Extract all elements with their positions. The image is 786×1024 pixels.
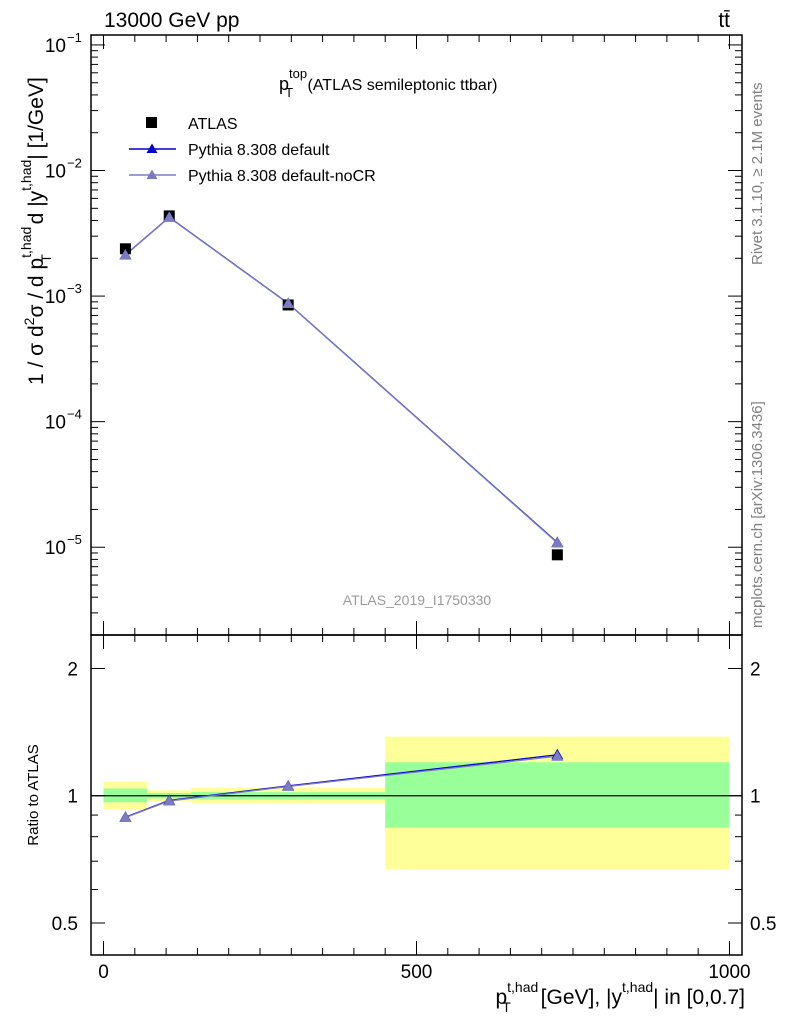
legend-marker-default [146, 143, 158, 153]
data-point-atlas [551, 549, 563, 561]
data-point-2 [119, 249, 132, 260]
y-tick-label: 10 [45, 287, 66, 308]
main-panel: 10−510−410−310−210−1 ptop T (ATLAS semile… [18, 30, 743, 636]
ratio-y-axis-label: Ratio to ATLAS [25, 744, 42, 845]
main-title: ptop T (ATLAS semileptonic ttbar) [279, 66, 497, 100]
ratio-y-tick-label: 0.5 [52, 914, 78, 935]
ratio-series-line-1 [125, 755, 558, 819]
x-tick-label: 1000 [708, 962, 750, 983]
ratio-point-1 [119, 811, 132, 823]
ratio-point-1 [163, 794, 176, 806]
y-tick-exponent: −2 [67, 156, 82, 171]
band-green [385, 762, 730, 828]
ratio-point-1 [282, 780, 295, 791]
x-tick-label: 500 [401, 962, 433, 983]
xlabel-mid: [GeV], |y [535, 986, 623, 1009]
ratio-uncertainty-bands [103, 736, 730, 870]
x-tick-label: 0 [98, 962, 109, 983]
data-point-2 [282, 297, 295, 309]
ratio-point-1 [551, 750, 564, 761]
ylabel-sub-t: T [38, 254, 54, 263]
ratio-axis-ticks: 0.5 0.5 1 1 2 2 0 500 1000 [52, 635, 776, 983]
y-tick-label: 10 [45, 538, 66, 559]
ratio-data-marks [91, 748, 742, 823]
main-y-axis-label: 1 / σ d2σ / d pt,hadT d |yt,had| [1/GeV] [18, 77, 54, 385]
ratio-y-tick-label: 2 [67, 659, 78, 680]
legend-marker-atlas [146, 117, 157, 128]
y-tick-mantissa: 10 [45, 538, 66, 559]
title-rest: (ATLAS semileptonic ttbar) [303, 77, 497, 94]
data-point-atlas [119, 243, 131, 255]
legend-marker-nocr [146, 169, 158, 179]
ratio-y-tick-label: 1 [67, 787, 78, 808]
ratio-y-tick-label-right: 0.5 [750, 914, 776, 935]
y-tick-label: 10 [45, 162, 66, 183]
data-point-2 [163, 211, 176, 222]
main-axis-ticks: 10−510−410−310−210−1 [45, 30, 742, 636]
ratio-y-tick-label-right: 2 [750, 659, 761, 680]
ylabel-sup-2: 2 [21, 317, 37, 325]
y-tick-label: 10 [45, 36, 66, 57]
title-base: p [279, 74, 289, 94]
energy-label: 13000 GeV pp [104, 9, 239, 32]
xlabel-sup: t,had [507, 979, 538, 995]
xlabel-p: p [495, 986, 507, 1009]
rivet-label: Rivet 3.1.10, ≥ 2.1M events [749, 83, 766, 266]
title-sup: top [289, 66, 307, 81]
y-tick-mantissa: 10 [45, 413, 66, 434]
ylabel-part-b: σ / d p [25, 258, 48, 318]
ylabel-part-d: | [1/GeV] [25, 77, 48, 160]
ylabel-part-a: 1 / σ d [25, 325, 48, 385]
legend: ATLAS Pythia 8.308 default Pythia 8.308 … [129, 116, 376, 185]
xlabel-sub: T [502, 999, 511, 1015]
ylabel-part-c: d |y [25, 190, 48, 230]
legend-label-default: Pythia 8.308 default [188, 142, 330, 159]
y-tick-mantissa: 10 [45, 287, 66, 308]
main-data-marks [119, 210, 564, 561]
series-line-2 [125, 216, 558, 544]
legend-label-atlas: ATLAS [188, 116, 238, 133]
title-sub: T [285, 85, 293, 100]
y-tick-exponent: −4 [67, 407, 82, 422]
y-tick-label: 10 [45, 413, 66, 434]
analysis-label: ATLAS_2019_I1750330 [343, 592, 492, 608]
y-tick-mantissa: 10 [45, 162, 66, 183]
y-tick-exponent: −5 [67, 532, 82, 547]
y-tick-exponent: −3 [67, 281, 82, 296]
process-label: tt̄ [718, 9, 730, 32]
xlabel-sup2: t,had [622, 979, 653, 995]
ratio-y-tick-label-right: 1 [750, 787, 761, 808]
xlabel-end: | in [0,0.7] [653, 986, 745, 1009]
series-line-1 [125, 216, 558, 544]
ratio-panel: 0.5 0.51 12 20 500 1000 Ratio to ATLAS pt,had… [25, 634, 776, 1015]
ylabel-sup-thad-2: t,had [18, 160, 34, 191]
legend-label-nocr: Pythia 8.308 default-noCR [188, 168, 376, 185]
mcplots-label: mcplots.cern.ch [arXiv:1306.3436] [749, 401, 766, 628]
y-tick-mantissa: 10 [45, 36, 66, 57]
x-axis-label: pt,had T [GeV], |yt,had| in [0,0.7] [495, 979, 745, 1015]
ylabel-sup-thad: t,had [18, 227, 34, 258]
y-tick-exponent: −1 [67, 30, 82, 45]
data-point-2 [551, 537, 564, 548]
